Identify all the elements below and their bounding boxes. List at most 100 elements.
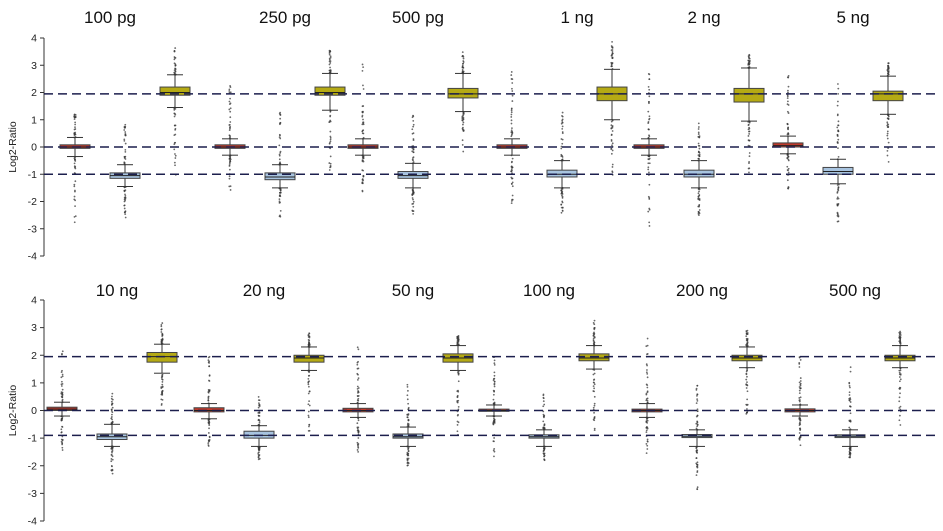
- outlier-point: [279, 209, 282, 212]
- outlier-point: [161, 375, 164, 378]
- outlier-point: [110, 454, 113, 456]
- outlier-point: [307, 374, 310, 377]
- outlier-point: [124, 133, 127, 135]
- outlier-point: [278, 198, 281, 201]
- outlier-point: [898, 419, 901, 422]
- outlier-point: [174, 113, 177, 116]
- box-body: [159, 86, 191, 96]
- outlier-point: [258, 447, 261, 450]
- outlier-point: [493, 371, 496, 374]
- outlier-point: [899, 339, 901, 342]
- outlier-point: [786, 100, 789, 103]
- outlier-point: [748, 60, 751, 63]
- outlier-point: [412, 190, 415, 193]
- outlier-point: [229, 189, 232, 191]
- outlier-point: [748, 133, 751, 135]
- outlier-point: [123, 139, 126, 142]
- outlier-point: [174, 57, 176, 59]
- outlier-point: [561, 195, 564, 198]
- outlier-point: [561, 132, 564, 135]
- outlier-point: [111, 458, 114, 461]
- outlier-point: [174, 67, 176, 70]
- outlier-point: [307, 338, 310, 341]
- outlier-point: [886, 134, 889, 137]
- outlier-point: [898, 369, 901, 372]
- outlier-point: [647, 110, 650, 113]
- outlier-point: [611, 144, 613, 147]
- outlier-point: [748, 152, 751, 154]
- outlier-point: [60, 380, 63, 383]
- outlier-point: [849, 370, 852, 373]
- outlier-point: [746, 337, 749, 340]
- outlier-point: [457, 370, 460, 373]
- outlier-point: [74, 190, 76, 193]
- y-tick-label: 0: [31, 405, 37, 417]
- outlier-point: [407, 457, 410, 460]
- outlier-point: [646, 386, 649, 389]
- outlier-point: [74, 121, 77, 124]
- outlier-point: [746, 411, 748, 414]
- outlier-point: [799, 387, 802, 390]
- outlier-point: [208, 362, 210, 364]
- outlier-point: [747, 135, 750, 137]
- outlier-point: [647, 158, 650, 160]
- outlier-point: [786, 94, 789, 96]
- outlier-point: [646, 376, 649, 379]
- outlier-point: [648, 198, 651, 200]
- box-2: [546, 111, 578, 214]
- outlier-point: [697, 122, 700, 125]
- outlier-point: [258, 411, 261, 414]
- outlier-point: [886, 149, 889, 152]
- outlier-point: [74, 215, 77, 218]
- box-1: [478, 356, 510, 458]
- outlier-point: [308, 332, 311, 335]
- outlier-point: [457, 373, 460, 376]
- outlier-point: [648, 95, 651, 98]
- outlier-point: [174, 153, 176, 155]
- outlier-point: [745, 387, 748, 389]
- box-body: [822, 166, 854, 175]
- outlier-point: [799, 396, 802, 399]
- outlier-point: [406, 394, 409, 397]
- outlier-point: [560, 211, 563, 214]
- outlier-point: [648, 134, 650, 137]
- outlier-point: [257, 453, 260, 456]
- outlier-point: [593, 404, 596, 407]
- outlier-point: [308, 371, 310, 374]
- outlier-point: [407, 406, 410, 409]
- y-tick-label: -1: [28, 169, 37, 181]
- outlier-point: [462, 118, 465, 120]
- outlier-point: [412, 156, 415, 159]
- outlier-point: [511, 194, 514, 197]
- outlier-point: [886, 121, 889, 124]
- outlier-point: [362, 179, 365, 182]
- outlier-point: [407, 446, 410, 449]
- y-tick-label: 3: [31, 322, 37, 334]
- outlier-point: [208, 438, 211, 441]
- outlier-point: [307, 383, 310, 386]
- outlier-point: [412, 119, 415, 122]
- outlier-point: [208, 374, 211, 377]
- outlier-point: [123, 157, 126, 159]
- outlier-point: [646, 444, 649, 447]
- outlier-point: [412, 123, 415, 126]
- outlier-point: [111, 420, 114, 423]
- outlier-point: [457, 380, 460, 383]
- outlier-point: [799, 436, 802, 439]
- outlier-point: [592, 373, 595, 376]
- outlier-point: [407, 454, 410, 457]
- y-tick-label: 0: [31, 142, 37, 154]
- outlier-point: [837, 130, 840, 133]
- outlier-point: [695, 402, 698, 405]
- outlier-point: [462, 126, 464, 129]
- outlier-point: [307, 392, 310, 395]
- outlier-point: [229, 185, 232, 188]
- outlier-point: [357, 444, 359, 447]
- outlier-point: [610, 138, 613, 141]
- outlier-point: [747, 123, 750, 126]
- outlier-point: [329, 62, 332, 64]
- outlier-point: [560, 191, 563, 194]
- outlier-point: [362, 88, 365, 90]
- outlier-point: [174, 157, 177, 159]
- outlier-point: [542, 420, 545, 423]
